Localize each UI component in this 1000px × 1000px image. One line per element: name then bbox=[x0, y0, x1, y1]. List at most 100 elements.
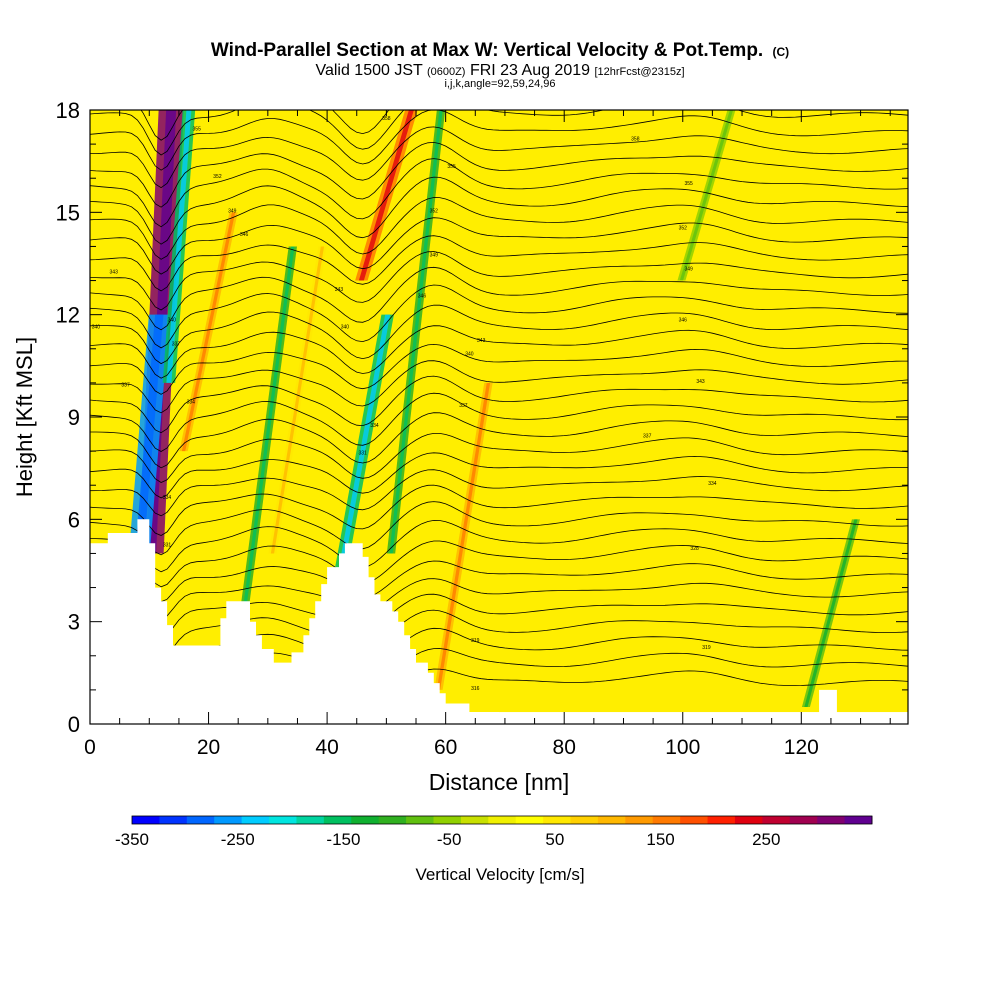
contour-label: 349 bbox=[685, 266, 694, 272]
x-axis-label: Distance [nm] bbox=[429, 769, 570, 795]
contour-label: 319 bbox=[471, 638, 480, 644]
contour-label: 355 bbox=[193, 126, 202, 132]
w-feature-core bbox=[135, 314, 164, 554]
isentrope-line bbox=[90, 197, 908, 260]
chart-subtitle: Valid 1500 JST (0600Z) FRI 23 Aug 2019 [… bbox=[315, 62, 684, 79]
contour-label: 334 bbox=[370, 423, 379, 429]
w-feature-core bbox=[241, 246, 295, 622]
isentrope-line bbox=[90, 469, 908, 517]
isentrope-line bbox=[90, 110, 908, 156]
isentrope-line bbox=[90, 578, 908, 620]
contour-label: 343 bbox=[696, 379, 705, 385]
contour-label: 358 bbox=[382, 116, 391, 122]
colorbar-swatch bbox=[269, 816, 297, 824]
colorbar-label: Vertical Velocity [cm/s] bbox=[415, 865, 584, 884]
w-feature-core bbox=[679, 110, 734, 281]
y-tick-label: 0 bbox=[68, 712, 80, 737]
chart-title: Wind-Parallel Section at Max W: Vertical… bbox=[211, 40, 789, 61]
isentrope-line bbox=[90, 284, 908, 349]
colorbar: -350 -250 -150 -50 50 150 250 bbox=[115, 815, 873, 849]
isentrope-line bbox=[90, 126, 908, 189]
colorbar-swatch bbox=[132, 816, 160, 824]
isentrope-line bbox=[90, 235, 908, 292]
colorbar-swatch bbox=[789, 816, 818, 824]
y-tick-label: 3 bbox=[68, 610, 80, 635]
colorbar-swatch bbox=[652, 816, 681, 824]
colorbar-tick-label: 150 bbox=[646, 830, 674, 849]
contour-label: 352 bbox=[430, 208, 439, 214]
ground-strip bbox=[90, 712, 908, 724]
isentrope-line bbox=[90, 251, 908, 311]
colorbar-swatch bbox=[844, 816, 873, 824]
colorbar-tick-label: -150 bbox=[326, 830, 360, 849]
contour-label: 343 bbox=[110, 270, 119, 276]
w-feature-core bbox=[389, 110, 443, 554]
colorbar-swatch bbox=[543, 816, 572, 824]
colorbar-swatch bbox=[570, 816, 599, 824]
contour-label: 337 bbox=[172, 341, 181, 347]
subtitle-valid: Valid 1500 JST bbox=[315, 62, 423, 79]
chart-subtitle-indices: i,j,k,angle=92,59,24,96 bbox=[444, 78, 555, 90]
contour-label: 352 bbox=[213, 174, 222, 180]
w-feature-core bbox=[166, 110, 192, 383]
contour-label: 319 bbox=[702, 645, 711, 651]
x-tick-label: 100 bbox=[665, 736, 700, 759]
contour-label: 349 bbox=[430, 253, 439, 259]
contour-label: 331 bbox=[358, 451, 367, 457]
y-tick-label: 15 bbox=[56, 200, 80, 225]
subtitle-date: FRI 23 Aug 2019 bbox=[470, 62, 590, 79]
colorbar-swatch bbox=[296, 816, 325, 824]
isentrope-line bbox=[90, 540, 908, 588]
contour-label: 352 bbox=[679, 225, 688, 231]
y-tick-label: 18 bbox=[56, 98, 80, 123]
colorbar-tick-label: -50 bbox=[437, 830, 462, 849]
w-feature-core bbox=[804, 519, 858, 707]
colorbar-tick-label: -350 bbox=[115, 830, 149, 849]
isentrope-line bbox=[90, 412, 908, 469]
vertical-velocity-field bbox=[128, 110, 860, 707]
contour-label: 355 bbox=[685, 181, 694, 187]
colorbar-swatch bbox=[817, 816, 846, 824]
contour-label: 334 bbox=[163, 495, 172, 501]
isentrope-line bbox=[90, 141, 908, 208]
chart-title-suffix: (C) bbox=[773, 45, 790, 59]
colorbar-swatch bbox=[406, 816, 434, 824]
colorbar-swatch bbox=[488, 816, 517, 824]
isentrope-line bbox=[90, 176, 908, 245]
isentrope-line bbox=[90, 452, 908, 499]
contour-label: 349 bbox=[228, 208, 237, 214]
colorbar-swatch bbox=[707, 816, 736, 824]
contour-label: 328 bbox=[690, 546, 699, 552]
w-feature-core bbox=[181, 212, 236, 452]
contour-label: 334 bbox=[708, 481, 717, 487]
contour-label: 340 bbox=[92, 324, 101, 330]
isentrope-line bbox=[90, 560, 908, 603]
colorbar-swatch bbox=[734, 816, 763, 824]
contour-label: 337 bbox=[643, 433, 652, 439]
colorbar-swatch bbox=[323, 816, 352, 824]
x-tick-label: 40 bbox=[315, 736, 338, 759]
x-tick-label: 120 bbox=[784, 736, 819, 759]
contour-label: 340 bbox=[465, 352, 474, 358]
contour-label: 334 bbox=[187, 399, 196, 405]
isentrope-line bbox=[90, 519, 908, 573]
isentrope-line bbox=[90, 343, 908, 395]
colorbar-tick-label: 250 bbox=[752, 830, 780, 849]
contour-label: 337 bbox=[121, 382, 130, 388]
y-tick-label: 6 bbox=[68, 507, 80, 532]
isentrope-line bbox=[90, 158, 908, 228]
x-tick-label: 20 bbox=[197, 736, 220, 759]
colorbar-tick-label: 50 bbox=[545, 830, 564, 849]
isentrope-line bbox=[90, 360, 908, 414]
colorbar-swatch bbox=[378, 816, 407, 824]
subtitle-fcst: [12hrFcst@2315z] bbox=[594, 66, 684, 78]
colorbar-swatch bbox=[186, 816, 215, 824]
contour-label: 340 bbox=[168, 317, 177, 323]
contour-label: 337 bbox=[459, 403, 468, 409]
colorbar-swatch bbox=[625, 816, 654, 824]
colorbar-swatch bbox=[351, 816, 380, 824]
isentrope-line bbox=[90, 110, 908, 171]
isentrope-line bbox=[90, 304, 908, 365]
contour-label: 346 bbox=[240, 232, 249, 238]
